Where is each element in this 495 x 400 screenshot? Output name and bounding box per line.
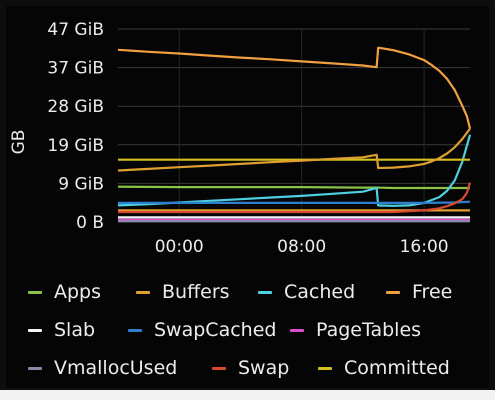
x-tick-label: 08:00 [277,237,326,257]
chart-legend: Apps Buffers Cached Free Slab SwapCached PageT… [0,275,495,385]
legend-swatch [318,366,332,370]
legend-swatch [386,290,400,294]
legend-label: VmallocUsed [54,357,178,379]
series-line-free [117,46,472,129]
legend-item-swap[interactable]: Swap [212,357,289,379]
y-tick-label: 28 GiB [47,97,104,117]
y-axis-label: GB [9,130,29,155]
legend-swatch [258,290,272,294]
legend-label: Free [412,281,453,303]
series-line-swapcached [118,200,471,204]
y-axis-ticks: 0 B 9 GiB 19 GiB 28 GiB 37 GiB 47 GiB [47,20,104,233]
series-line-cached [117,134,472,207]
legend-swatch [28,328,42,332]
y-tick-label: 47 GiB [47,20,104,40]
x-tick-label: 00:00 [155,237,204,257]
x-axis-ticks: 00:00 08:00 16:00 [155,237,449,257]
legend-item-vmallocused[interactable]: VmallocUsed [28,357,177,379]
legend-item-free[interactable]: Free [386,281,452,303]
series-line-unlabeled [117,127,471,172]
series-lines [117,46,472,223]
legend-swatch [28,366,42,370]
legend-label: Buffers [162,281,230,303]
legend-label: Cached [284,281,356,303]
legend-item-apps[interactable]: Apps [28,281,101,303]
legend-swatch [128,328,142,332]
legend-swatch [212,366,226,370]
legend-item-slab[interactable]: Slab [28,319,95,341]
series-line-apps [117,185,470,190]
x-tick-label: 16:00 [400,237,449,257]
legend-item-cached[interactable]: Cached [258,281,355,303]
y-tick-label: 37 GiB [47,59,104,79]
y-tick-label: 9 GiB [58,174,104,194]
legend-label: SwapCached [154,319,277,341]
legend-item-committed[interactable]: Committed [318,357,450,379]
legend-swatch [28,290,42,294]
legend-label: Apps [54,281,102,303]
y-tick-label: 19 GiB [47,136,104,156]
legend-label: Swap [238,357,290,379]
legend-swatch [136,290,150,294]
chart-panel [6,6,489,388]
bottom-strip [0,390,495,400]
y-tick-label: 0 B [76,213,104,233]
legend-label: Slab [54,319,96,341]
legend-item-swapcached[interactable]: SwapCached [128,319,276,341]
legend-item-buffers[interactable]: Buffers [136,281,230,303]
legend-label: Committed [344,357,450,379]
legend-label: PageTables [316,319,422,341]
legend-item-pagetables[interactable]: PageTables [290,319,421,341]
series-line-swap [118,182,472,214]
legend-swatch [290,328,304,332]
